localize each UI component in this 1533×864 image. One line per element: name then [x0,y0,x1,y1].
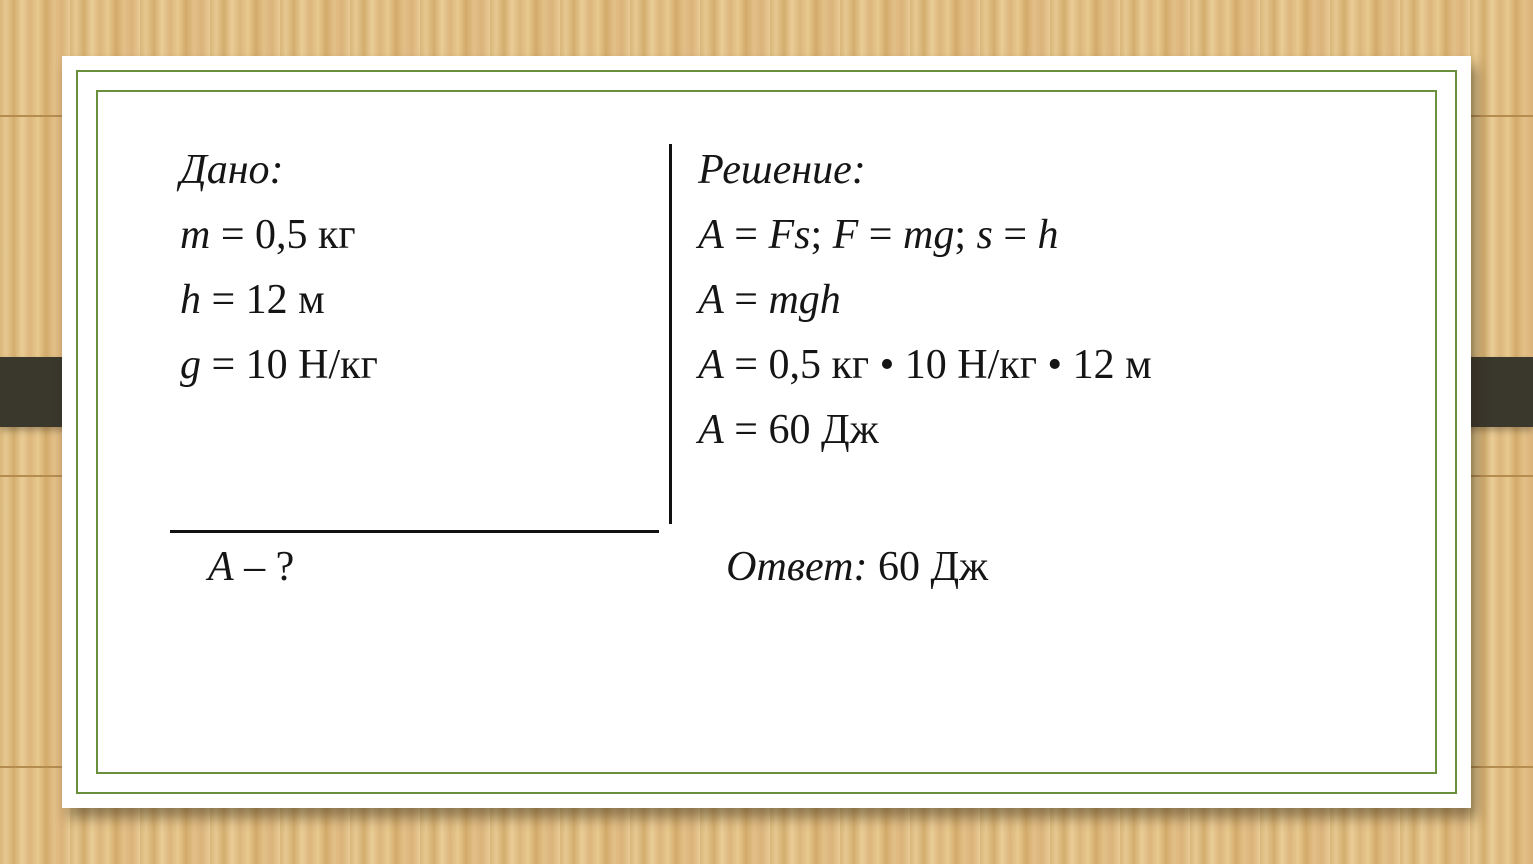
solution-line: A = 60 Дж [698,398,1363,463]
solution-line: A = Fs; F = mg; s = h [698,203,1363,268]
given-column: Дано: m = 0,5 кгh = 12 мg = 10 Н/кг [170,138,669,524]
solution-var: F [833,212,859,258]
solution-text: = 0,5 кг • 10 Н/кг • 12 м [724,342,1152,388]
given-rest: = 12 м [201,277,325,323]
given-rest: = 0,5 кг [210,212,355,258]
inner-frame: Дано: m = 0,5 кгh = 12 мg = 10 Н/кг Реше… [96,90,1437,774]
solution-column: Решение: A = Fs; F = mg; s = hA = mghA =… [672,138,1363,524]
given-line: h = 12 м [180,268,669,333]
solution-var: h [1038,212,1059,258]
given-line: m = 0,5 кг [180,203,669,268]
given-line: g = 10 Н/кг [180,333,669,398]
solution-var: A [698,212,724,258]
slide-card: Дано: m = 0,5 кгh = 12 мg = 10 Н/кг Реше… [62,56,1471,808]
solution-text: = [724,277,769,323]
solution-text: = 60 Дж [724,407,879,453]
given-var: h [180,277,201,323]
given-var: g [180,342,201,388]
answer-line: Ответ: 60 Дж [700,535,1363,600]
answer-value: 60 Дж [867,544,988,590]
solution-line: A = 0,5 кг • 10 Н/кг • 12 м [698,333,1363,398]
outer-frame: Дано: m = 0,5 кгh = 12 мg = 10 Н/кг Реше… [76,70,1457,794]
given-header: Дано: [180,138,669,203]
solution-var: A [698,342,724,388]
solution-var: Fs [768,212,810,258]
solution-var: A [698,407,724,453]
solution-var: mgh [768,277,840,323]
query-line: A – ? [170,535,697,600]
solution-text: = [724,212,769,258]
solution-line: A = mgh [698,268,1363,333]
solution-var: A [698,277,724,323]
solution-text: ; [810,212,832,258]
solution-var: mg [903,212,954,258]
solution-text: ; [954,212,976,258]
problem-content: Дано: m = 0,5 кгh = 12 мg = 10 Н/кг Реше… [170,138,1363,732]
answer-label: Ответ: [726,544,867,590]
query-rest: – ? [234,544,295,590]
solution-var: s [977,212,993,258]
solution-text: = [993,212,1038,258]
given-var: m [180,212,210,258]
given-bottom-rule [170,530,659,533]
solution-header: Решение: [698,138,1363,203]
solution-text: = [858,212,903,258]
query-var: A [208,544,234,590]
given-rest: = 10 Н/кг [201,342,378,388]
